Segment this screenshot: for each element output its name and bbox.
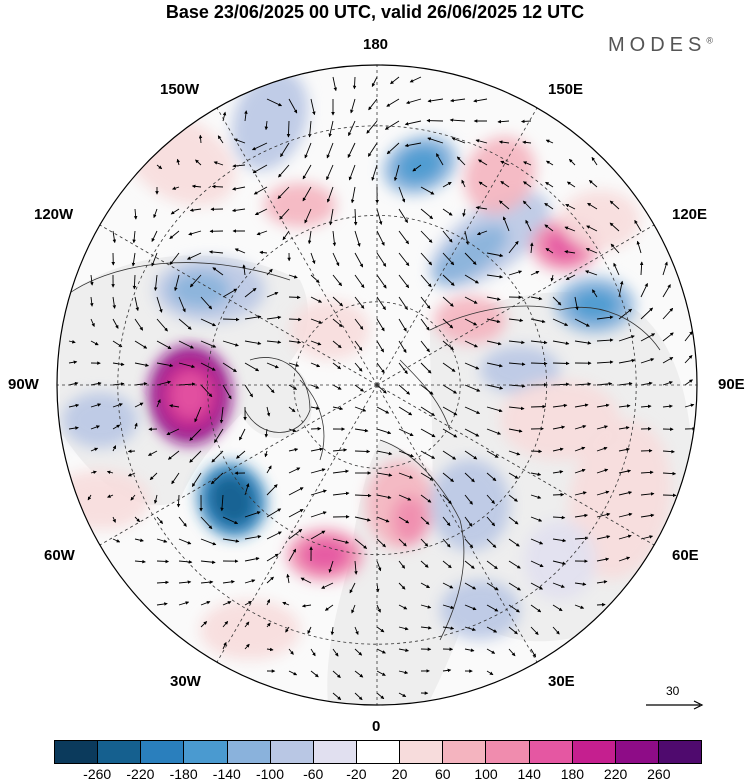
colorbar-tick-label: -60 (303, 766, 323, 782)
wind-vector (128, 451, 135, 452)
anomaly-blob (62, 392, 138, 448)
brand-logo: MODES® (608, 34, 713, 57)
colorbar-swatch (141, 741, 184, 763)
wind-vector (531, 451, 542, 452)
wind-vector (354, 77, 355, 89)
colorbar-tick-label: 100 (474, 766, 497, 782)
wind-vector (289, 319, 301, 320)
colorbar-swatch (573, 741, 616, 763)
longitude-label-60w: 60W (44, 548, 75, 564)
longitude-label-180: 180 (363, 37, 388, 53)
wind-vector (288, 121, 289, 137)
wind-vector (553, 363, 569, 364)
colorbar-swatch (314, 741, 357, 763)
anomaly-blob (200, 600, 300, 660)
longitude-label-60e: 60E (672, 548, 699, 564)
anomaly-blob (170, 371, 210, 419)
colorbar-swatch (228, 741, 271, 763)
colorbar-tick-label: -220 (126, 766, 154, 782)
longitude-label-90e: 90E (718, 377, 745, 393)
colorbar-tick-label: -140 (213, 766, 241, 782)
anomaly-blob (50, 470, 150, 530)
anomaly-blob (170, 272, 230, 308)
wind-vector (531, 363, 547, 364)
longitude-label-120w: 120W (34, 207, 73, 223)
colorbar-swatch (400, 741, 443, 763)
colorbar-tick-label: -260 (83, 766, 111, 782)
colorbar-tick-label: -20 (346, 766, 366, 782)
wind-vector (178, 495, 179, 507)
colorbar-swatch (271, 741, 314, 763)
anomaly-blob (560, 190, 640, 250)
longitude-label-90w: 90W (8, 377, 39, 393)
colorbar-swatch (530, 741, 573, 763)
longitude-label-120e: 120E (672, 207, 707, 223)
colorbar-tick-label: -180 (170, 766, 198, 782)
longitude-label-150w: 150W (160, 82, 199, 98)
brand-name: MODES (608, 34, 706, 56)
colorbar-swatch (659, 741, 701, 763)
colorbar-tick-label: 140 (518, 766, 541, 782)
anomaly-blob (440, 580, 520, 640)
wind-vector (355, 451, 370, 452)
colorbar-swatch (55, 741, 98, 763)
colorbar-tick-label: -100 (256, 766, 284, 782)
anomaly-blob (301, 539, 349, 571)
anomaly-blob (264, 183, 336, 227)
wind-vector (223, 319, 239, 320)
wind-vector (157, 561, 169, 562)
longitude-label-30w: 30W (170, 674, 201, 690)
wind-vector (212, 186, 223, 187)
page-title: Base 23/06/2025 00 UTC, valid 26/06/2025… (0, 0, 750, 24)
colorbar-tick-label: 60 (435, 766, 451, 782)
colorbar-tick-label: 260 (647, 766, 670, 782)
colorbar-swatch (616, 741, 659, 763)
wind-vector (289, 297, 300, 298)
wind-vector (522, 121, 531, 122)
colorbar-ticks: -260 -220 -180 -140 -100 -60 -20 20 60 100 140 180 2… (0, 766, 750, 784)
anomaly-blob (290, 300, 370, 360)
longitude-label-150e: 150E (548, 82, 583, 98)
colorbar-swatch (184, 741, 227, 763)
wind-vector (553, 495, 564, 496)
colorbar (54, 740, 702, 764)
colorbar-swatch (486, 741, 529, 763)
colorbar-swatch (98, 741, 141, 763)
wind-vector (531, 407, 546, 408)
colorbar-tick-label: 220 (604, 766, 627, 782)
wind-vector (597, 605, 605, 606)
colorbar-tick-label: 180 (561, 766, 584, 782)
longitude-label-0: 0 (372, 719, 380, 735)
longitude-label-30e: 30E (548, 674, 575, 690)
vector-scale-arrow (644, 698, 706, 712)
brand-mark: ® (706, 35, 713, 45)
anomaly-blob (392, 496, 428, 544)
colorbar-swatch (443, 741, 486, 763)
anomaly-blob (524, 520, 596, 600)
colorbar-swatch (357, 741, 400, 763)
colorbar-tick-label: 20 (392, 766, 408, 782)
vector-scale-label: 30 (666, 684, 679, 698)
anomaly-blob (430, 459, 510, 551)
